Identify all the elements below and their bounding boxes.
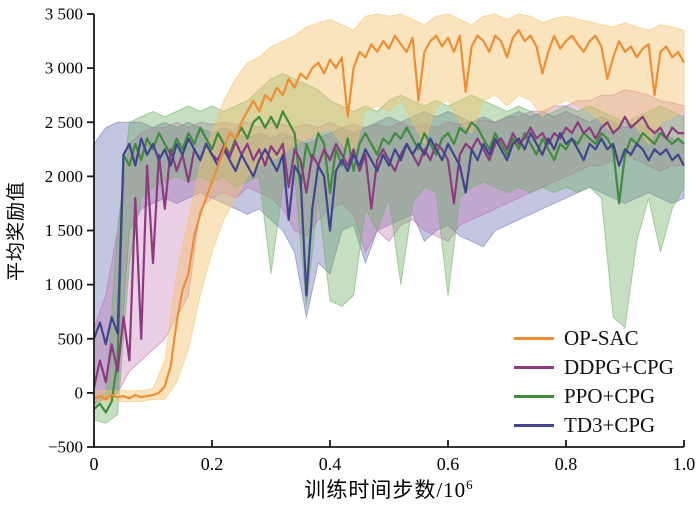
line-TD3+CPG — [92, 132, 685, 346]
legend-label-td3-cpg: TD3+CPG — [564, 413, 656, 437]
y-tick-label: 3 500 — [45, 5, 83, 24]
x-tick-label: 0.6 — [437, 454, 460, 474]
legend: OP-SAC DDPG+CPG PPO+CPG TD3+CPG — [514, 324, 674, 440]
y-tick-label: 500 — [58, 329, 84, 348]
y-axis-label: 平均奖励值 — [5, 181, 27, 281]
x-axis-label-text: 训练时间步数/10 — [304, 478, 467, 502]
legend-line-sample-td3-cpg — [514, 423, 554, 428]
legend-line-sample-ppo-cpg — [514, 394, 554, 399]
legend-item-td3-cpg: TD3+CPG — [514, 411, 674, 440]
y-tick-label: 0 — [75, 383, 84, 402]
y-tick-label: 2 000 — [45, 167, 83, 186]
y-tick-label: 1 000 — [45, 275, 83, 294]
x-axis-label: 训练时间步数/106 — [94, 474, 684, 504]
line-DDPG+CPG — [92, 115, 684, 388]
legend-line-sample-ddpg-cpg — [514, 365, 554, 370]
line-PPO+CPG — [93, 110, 685, 414]
x-axis-label-exponent: 6 — [466, 477, 474, 492]
band-PPO+CPG — [93, 72, 685, 424]
x-tick-label: 0.2 — [201, 454, 224, 474]
y-tick-label: 1 500 — [45, 221, 83, 240]
y-tick-label: −500 — [48, 438, 83, 457]
y-tick-label: 2 500 — [45, 113, 83, 132]
legend-item-op-sac: OP-SAC — [514, 324, 674, 353]
legend-label-ddpg-cpg: DDPG+CPG — [564, 355, 674, 379]
line-OP-SAC — [93, 29, 685, 401]
legend-label-op-sac: OP-SAC — [564, 326, 639, 350]
x-tick-label: 1.0 — [673, 454, 696, 474]
legend-item-ddpg-cpg: DDPG+CPG — [514, 353, 674, 382]
legend-line-sample-op-sac — [514, 336, 554, 341]
legend-label-ppo-cpg: PPO+CPG — [564, 384, 656, 408]
x-tick-label: 0 — [90, 454, 99, 474]
x-tick-label: 0.8 — [555, 454, 578, 474]
y-tick-label: 3 000 — [45, 59, 83, 78]
x-tick-label: 0.4 — [319, 454, 342, 474]
legend-item-ppo-cpg: PPO+CPG — [514, 382, 674, 411]
